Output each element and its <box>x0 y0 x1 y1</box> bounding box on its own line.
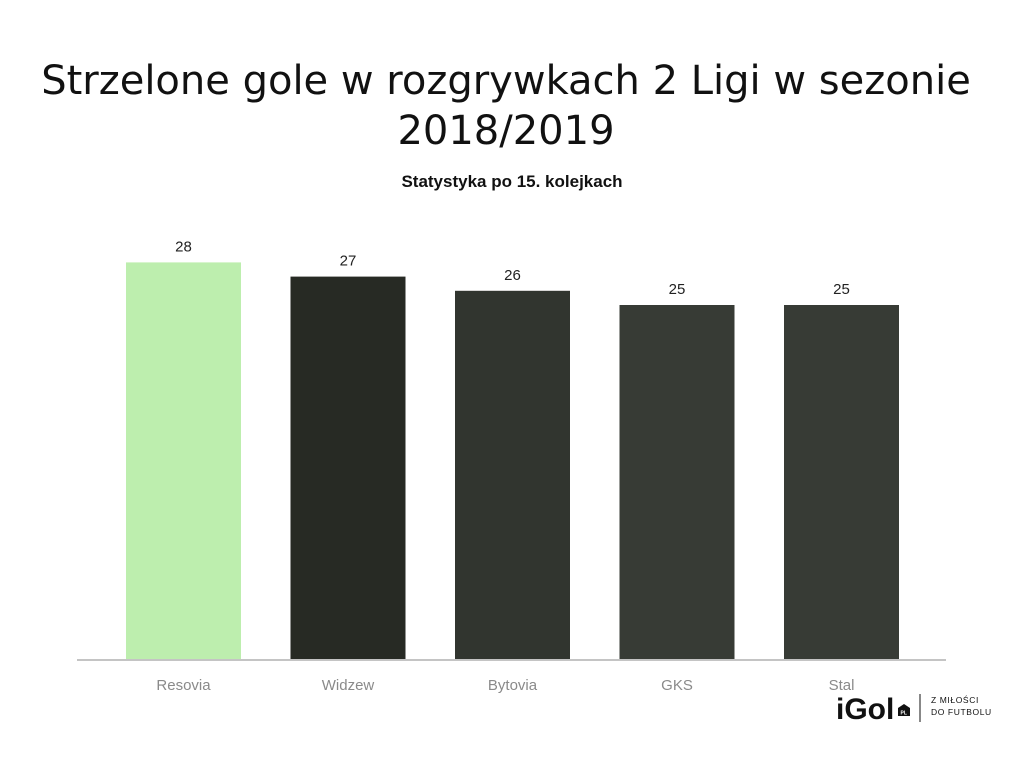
logo-badge-icon: PL <box>898 704 910 717</box>
bar-gks <box>619 305 735 660</box>
category-label-widzew: Widzew <box>322 677 375 694</box>
logo-tagline-1: Z MIŁOŚCI <box>931 694 979 705</box>
bar-resovia <box>126 262 241 660</box>
bars-layer <box>126 262 899 660</box>
value-label-bytovia: 26 <box>504 267 521 284</box>
category-label-stal: Stal <box>829 677 855 694</box>
category-label-bytovia: Bytovia <box>488 677 538 694</box>
category-label-resovia: Resovia <box>156 677 211 694</box>
value-label-widzew: 27 <box>340 253 357 270</box>
bar-bytovia <box>455 290 570 660</box>
value-label-resovia: 28 <box>175 238 192 255</box>
value-label-stal: 25 <box>833 281 850 298</box>
bar-widzew <box>290 276 406 660</box>
chart-subtitle: Statystyka po 15. kolejkach <box>401 172 623 191</box>
value-label-gks: 25 <box>669 281 686 298</box>
logo-wordmark: iGol <box>836 693 894 726</box>
logo-badge-text: PL <box>901 711 907 717</box>
category-label-gks: GKS <box>661 677 693 694</box>
logo-tagline-2: DO FUTBOLU <box>931 707 992 717</box>
chart-title: Strzelone gole w rozgrywkach 2 Ligi w se… <box>41 58 971 154</box>
bar-stal <box>784 305 899 660</box>
labels-layer: 28 Resovia 27 Widzew 26 Bytovia 25 GKS 25 Stal <box>156 238 854 694</box>
igol-logo: iGol PL Z MIŁOŚCI DO FUTBOLU <box>836 693 992 726</box>
